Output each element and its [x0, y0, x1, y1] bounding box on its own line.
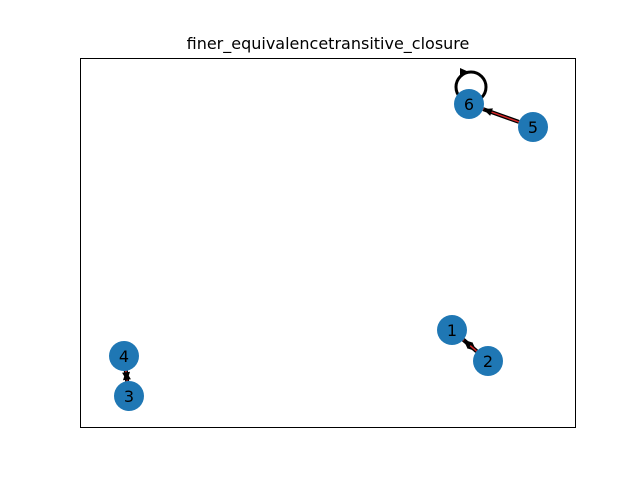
node-label-6: 6 [464, 95, 474, 114]
self-loop-arrow-6 [460, 68, 469, 76]
nodes-layer: 1 2 3 4 5 6 [109, 89, 548, 411]
arrowhead-2-1 [463, 339, 473, 349]
arrowhead-5-6 [483, 108, 493, 116]
figure-title: finer_equivalencetransitive_closure [186, 34, 470, 53]
axes-frame [80, 58, 576, 428]
node-label-4: 4 [119, 347, 129, 366]
node-label-5: 5 [528, 118, 538, 137]
edges-layer [122, 68, 520, 382]
arrowhead-4-3 [122, 371, 130, 382]
node-3 [114, 381, 144, 411]
node-label-1: 1 [447, 321, 457, 340]
node-2 [473, 346, 503, 376]
node-1 [437, 315, 467, 345]
node-label-3: 3 [124, 387, 134, 406]
node-label-2: 2 [483, 352, 493, 371]
node-4 [109, 341, 139, 371]
node-6 [454, 89, 484, 119]
node-5 [518, 112, 548, 142]
